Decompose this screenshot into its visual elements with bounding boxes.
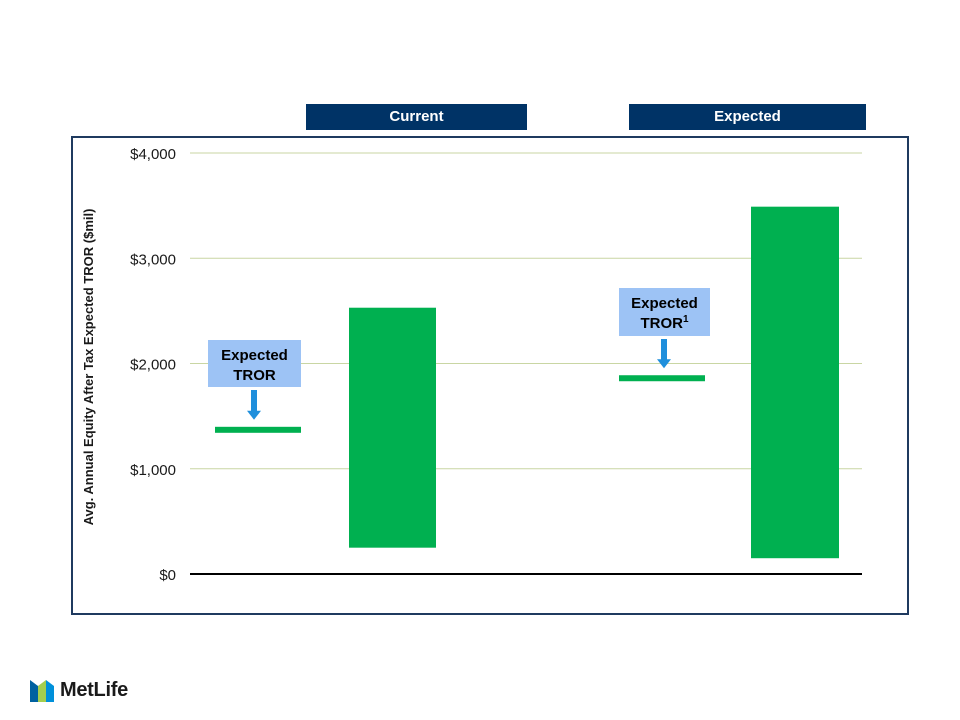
expected-tror-marker (619, 375, 705, 382)
metlife-logo-icon (30, 680, 54, 702)
expected-tror-callout-box (619, 288, 710, 336)
metlife-logo: MetLife (30, 678, 128, 702)
callout-text-line1: Expected (221, 347, 288, 364)
callout-text-line2: TROR (233, 367, 276, 384)
metlife-logo-text: MetLife (60, 678, 128, 701)
chart-frame (71, 136, 909, 615)
expected-tror-callout-box (208, 340, 301, 387)
range-bar (349, 307, 436, 548)
callout-arrow-head (247, 410, 261, 420)
callout-arrow-shaft (251, 390, 257, 412)
y-axis-label: Avg. Annual Equity After Tax Expected TR… (81, 209, 96, 526)
callout-superscript: 1 (683, 314, 689, 325)
y-tick-label: $3,000 (130, 251, 176, 268)
expected-tror-marker (215, 426, 301, 433)
range-bar (751, 206, 839, 559)
y-tick-label: $1,000 (130, 462, 176, 479)
y-tick-label: $2,000 (130, 357, 176, 374)
callout-arrow-shaft (661, 339, 667, 361)
y-tick-label: $4,000 (130, 146, 176, 163)
callout-text-line2: TROR1 (640, 314, 689, 332)
y-tick-label: $0 (159, 567, 176, 584)
callout-arrow-head (657, 359, 671, 369)
header-tab-current: Current (306, 104, 527, 130)
callout-text-line1: Expected (631, 295, 698, 312)
header-tab-expected: Expected (629, 104, 866, 130)
